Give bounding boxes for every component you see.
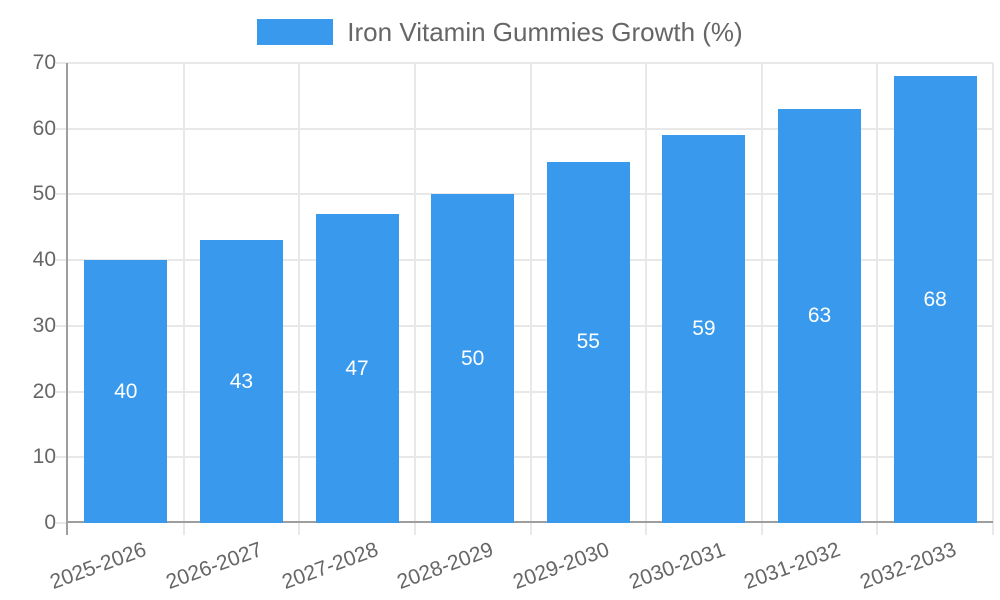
bar-value-label: 40 xyxy=(114,379,138,403)
bar-value-label: 55 xyxy=(576,330,600,354)
x-tick-label: 2032-2033 xyxy=(856,538,960,594)
x-gridline xyxy=(413,63,416,535)
y-tick-label: 60 xyxy=(32,116,56,140)
bar xyxy=(199,240,283,523)
bar-value-label: 50 xyxy=(461,346,485,370)
legend[interactable]: Iron Vitamin Gummies Growth (%) xyxy=(0,19,1000,45)
y-tick-label: 30 xyxy=(32,313,56,337)
y-tick-label: 0 xyxy=(44,511,56,534)
x-gridline xyxy=(529,63,532,535)
x-gridline xyxy=(645,63,648,535)
y-gridline xyxy=(56,127,993,130)
x-tick-label: 2027-2028 xyxy=(278,538,381,594)
bar xyxy=(546,161,630,523)
x-gridline xyxy=(182,63,185,535)
x-tick-label: 2031-2032 xyxy=(741,538,844,594)
bar xyxy=(778,109,862,523)
legend-swatch xyxy=(257,19,334,45)
x-tick-label: 2029-2030 xyxy=(509,538,613,594)
y-gridline xyxy=(56,62,993,64)
bar xyxy=(662,135,746,523)
bar xyxy=(84,260,168,523)
bar-value-label: 59 xyxy=(692,317,716,341)
bar xyxy=(315,214,399,523)
y-gridline xyxy=(56,324,993,327)
bar-value-label: 63 xyxy=(807,304,832,327)
x-tick-label: 2026-2027 xyxy=(163,538,266,594)
bar-value-label: 47 xyxy=(345,356,369,380)
y-gridline xyxy=(56,193,993,196)
x-axis-line xyxy=(66,521,993,523)
x-tick-label: 2025-2026 xyxy=(47,538,150,594)
y-tick-label: 10 xyxy=(32,445,56,469)
y-axis-line xyxy=(66,63,68,535)
bar-value-label: 68 xyxy=(923,287,947,311)
y-tick-label: 70 xyxy=(32,51,56,74)
x-tick-label: 2028-2029 xyxy=(394,538,497,594)
y-tick-label: 40 xyxy=(32,248,56,272)
bar-value-label: 43 xyxy=(229,369,254,393)
x-gridline xyxy=(876,63,879,535)
x-tick-label: 2030-2031 xyxy=(625,538,728,594)
y-tick-label: 50 xyxy=(32,182,56,206)
y-gridline xyxy=(56,390,993,393)
legend-label: Iron Vitamin Gummies Growth (%) xyxy=(347,17,743,47)
y-gridline xyxy=(56,259,993,262)
x-gridline xyxy=(760,63,763,535)
y-tick-label: 20 xyxy=(32,379,56,403)
x-gridline xyxy=(298,63,301,535)
y-gridline xyxy=(56,456,993,459)
y-tick-mark xyxy=(56,522,68,524)
plot-area: 40 43 47 50 55 59 63 68 xyxy=(56,62,994,535)
x-gridline xyxy=(992,63,994,535)
bar xyxy=(893,76,977,523)
bar xyxy=(431,194,515,523)
